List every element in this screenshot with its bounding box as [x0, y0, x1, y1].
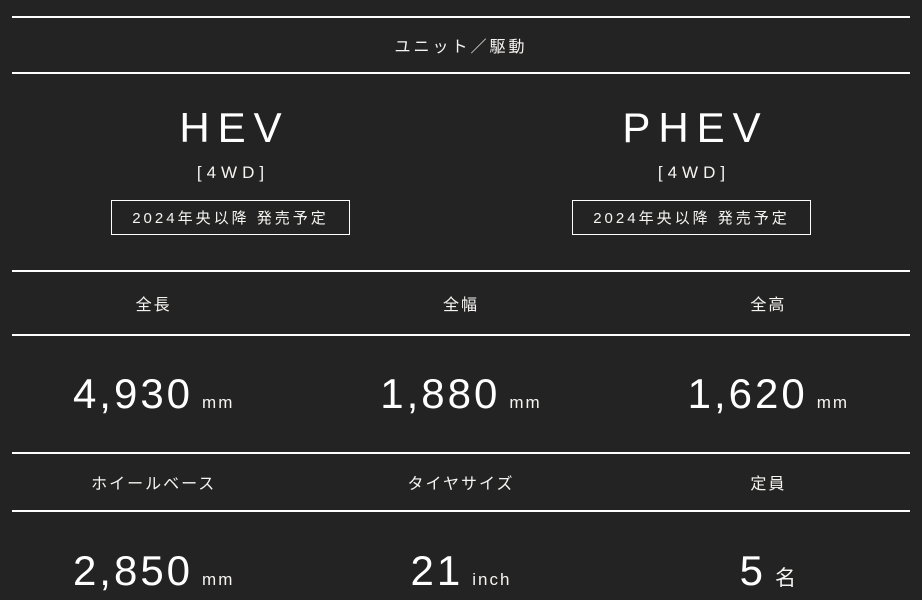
- model-name-phev: PHEV: [622, 104, 769, 151]
- release-badge-hev: 2024年央以降 発売予定: [111, 200, 350, 235]
- spec-value-number: 1,620: [687, 370, 808, 417]
- spec-value-unit: mm: [509, 393, 542, 412]
- spec-value-overall-height: 1,620 mm: [615, 373, 922, 415]
- spec-labels-row-2: ホイールベース タイヤサイズ 定員: [0, 454, 922, 510]
- spec-label-tire-size: タイヤサイズ: [407, 476, 515, 493]
- divider-line: [12, 72, 910, 74]
- divider-line: [12, 270, 910, 272]
- section-header: ユニット／駆動: [0, 18, 922, 72]
- spec-value-unit: mm: [816, 393, 850, 412]
- section-header-title: ユニット／駆動: [394, 39, 528, 56]
- divider-line: [12, 334, 910, 336]
- release-badge-phev: 2024年央以降 発売予定: [572, 200, 811, 235]
- spec-values-row-2: 2,850 mm 21 inch 5 名: [0, 512, 922, 600]
- spec-label-wheelbase: ホイールベース: [91, 476, 217, 493]
- spec-value-unit: mm: [202, 570, 235, 589]
- model-name-hev: HEV: [179, 104, 290, 151]
- model-drivetrain-hev: [4WD]: [196, 163, 270, 182]
- release-badge-text: 2024年央以降 発売予定: [593, 210, 790, 227]
- spec-label-overall-height: 全高: [750, 297, 787, 314]
- release-badge-text: 2024年央以降 発売予定: [132, 210, 329, 227]
- spec-label-overall-length: 全長: [135, 297, 172, 314]
- spec-label-overall-width: 全幅: [442, 297, 479, 314]
- spec-value-capacity: 5 名: [615, 550, 922, 592]
- spec-labels-row-1: 全長 全幅 全高: [0, 272, 922, 334]
- spec-value-tire-size: 21 inch: [307, 550, 614, 592]
- top-spacer: [0, 0, 922, 16]
- divider-line: [12, 510, 910, 512]
- spec-value-number: 1,880: [380, 370, 501, 417]
- spec-value-overall-width: 1,880 mm: [307, 373, 614, 415]
- spec-value-unit: mm: [202, 393, 235, 412]
- model-column-phev: PHEV [4WD] 2024年央以降 発売予定: [461, 74, 922, 270]
- spec-label-capacity: 定員: [750, 476, 787, 493]
- spec-value-unit: 名: [775, 567, 797, 590]
- spec-values-row-1: 4,930 mm 1,880 mm 1,620 mm: [0, 336, 922, 452]
- spec-value-number: 2,850: [72, 547, 194, 594]
- spec-value-number: 4,930: [72, 370, 194, 417]
- spec-value-unit: inch: [472, 570, 512, 589]
- spec-value-overall-length: 4,930 mm: [0, 373, 307, 415]
- divider-line: [12, 16, 910, 18]
- model-drivetrain-phev: [4WD]: [657, 163, 731, 182]
- spec-value-wheelbase: 2,850 mm: [0, 550, 307, 592]
- spec-value-number: 5: [739, 547, 766, 594]
- model-columns: HEV [4WD] 2024年央以降 発売予定 PHEV [4WD] 2024年…: [0, 74, 922, 270]
- divider-line: [12, 452, 910, 454]
- model-column-hev: HEV [4WD] 2024年央以降 発売予定: [0, 74, 461, 270]
- spec-value-number: 21: [410, 547, 464, 594]
